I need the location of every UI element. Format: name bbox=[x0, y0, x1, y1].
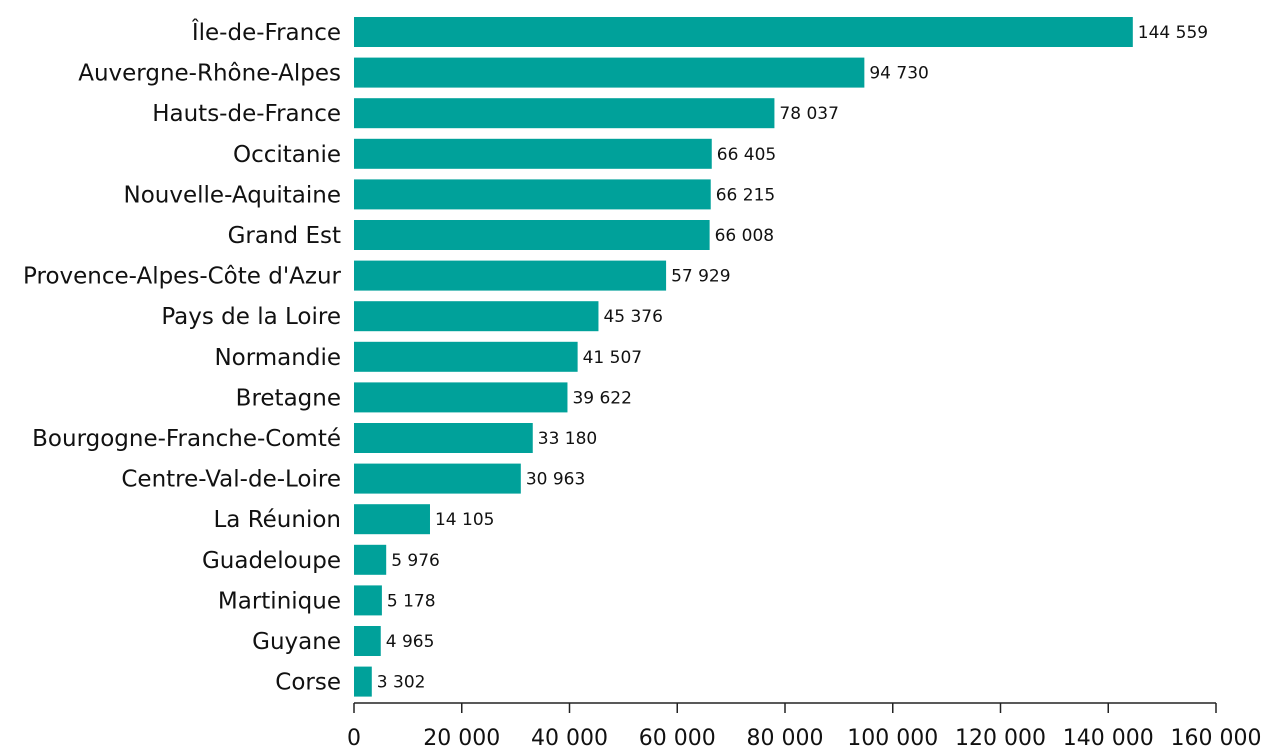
bar-5 bbox=[354, 220, 710, 250]
category-label: Martinique bbox=[218, 588, 341, 614]
bar-8 bbox=[354, 341, 578, 372]
category-label: Nouvelle-Aquitaine bbox=[124, 182, 341, 208]
category-label: Guadeloupe bbox=[202, 548, 341, 574]
data-label: 41 507 bbox=[583, 348, 642, 368]
bar-4 bbox=[354, 179, 711, 210]
category-label: Bourgogne-Franche-Comté bbox=[32, 426, 341, 452]
bar-12 bbox=[354, 504, 430, 535]
data-label: 94 730 bbox=[869, 64, 928, 84]
category-label: Corse bbox=[275, 670, 341, 696]
data-label: 5 178 bbox=[387, 591, 436, 611]
value-labels: 144 559 94 730 78 037 66 405 66 215 66 008 57 … bbox=[377, 23, 1208, 693]
bar-1 bbox=[354, 57, 865, 88]
data-label: 30 963 bbox=[526, 470, 585, 490]
x-tick-label: 160 000 bbox=[1171, 726, 1262, 751]
data-label: 66 215 bbox=[716, 185, 775, 205]
x-tick-label: 0 bbox=[347, 726, 361, 751]
category-label: La Réunion bbox=[213, 507, 341, 533]
bar-10 bbox=[354, 423, 533, 453]
category-label: Hauts-de-France bbox=[152, 101, 341, 127]
x-tick-label: 20 000 bbox=[423, 726, 500, 751]
data-label: 33 180 bbox=[538, 429, 597, 449]
data-label: 39 622 bbox=[572, 388, 631, 408]
data-label: 57 929 bbox=[671, 267, 730, 287]
data-label: 144 559 bbox=[1138, 23, 1208, 43]
data-label: 45 376 bbox=[603, 307, 662, 327]
data-label: 66 405 bbox=[717, 145, 776, 165]
bar-11 bbox=[354, 463, 521, 494]
category-label: Île-de-France bbox=[191, 18, 341, 46]
bar-6 bbox=[354, 260, 667, 291]
category-label: Centre-Val-de-Loire bbox=[121, 467, 341, 493]
category-label: Bretagne bbox=[236, 385, 341, 411]
data-label: 5 976 bbox=[391, 551, 440, 571]
bar-7 bbox=[354, 301, 599, 332]
x-tick-label: 100 000 bbox=[847, 726, 938, 751]
data-label: 66 008 bbox=[715, 226, 774, 246]
data-label: 14 105 bbox=[435, 510, 494, 530]
category-label: Provence-Alpes-Côte d'Azur bbox=[23, 264, 341, 290]
x-tick-label: 60 000 bbox=[639, 726, 716, 751]
x-tick-label: 40 000 bbox=[531, 726, 608, 751]
category-label: Auvergne-Rhône-Alpes bbox=[78, 61, 341, 87]
bar-9 bbox=[354, 382, 568, 413]
bar-2 bbox=[354, 98, 775, 129]
category-label: Guyane bbox=[252, 629, 341, 655]
x-tick-label: 140 000 bbox=[1063, 726, 1154, 751]
x-tick-label: 80 000 bbox=[747, 726, 824, 751]
x-tick-label: 120 000 bbox=[955, 726, 1046, 751]
x-axis: 0 20 000 40 000 60 000 80 000 100 000 120 000 1… bbox=[347, 702, 1262, 751]
bar-3 bbox=[354, 138, 712, 169]
bars-group bbox=[354, 17, 1133, 697]
bar-16 bbox=[354, 666, 372, 697]
bar-0 bbox=[354, 17, 1133, 47]
category-label: Normandie bbox=[214, 345, 341, 371]
bar-13 bbox=[354, 544, 387, 575]
data-label: 4 965 bbox=[386, 632, 435, 652]
data-label: 78 037 bbox=[779, 104, 838, 124]
category-label: Occitanie bbox=[233, 142, 341, 168]
category-label: Grand Est bbox=[228, 223, 341, 249]
category-labels: Île-de-France Auvergne-Rhône-Alpes Hauts-d… bbox=[23, 18, 341, 696]
data-label: 3 302 bbox=[377, 673, 426, 693]
category-label: Pays de la Loire bbox=[161, 304, 341, 330]
bar-15 bbox=[354, 626, 381, 656]
bar-14 bbox=[354, 585, 382, 616]
